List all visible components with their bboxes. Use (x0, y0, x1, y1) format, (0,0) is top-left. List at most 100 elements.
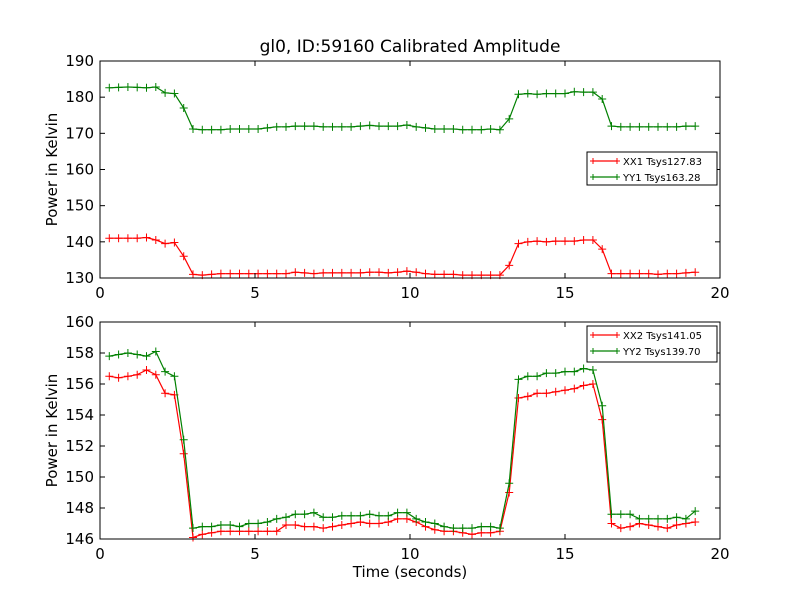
data-point (412, 268, 421, 277)
data-point (561, 386, 569, 395)
data-point (291, 122, 300, 131)
data-point (207, 125, 216, 134)
data-point (579, 236, 588, 245)
legend-marker (590, 348, 620, 354)
data-point (161, 367, 170, 376)
data-point (189, 270, 197, 279)
data-point (579, 88, 588, 97)
data-point (328, 122, 337, 131)
data-point (384, 268, 393, 277)
data-point (588, 88, 597, 97)
data-point (533, 90, 542, 99)
data-point (328, 522, 337, 531)
data-point (142, 83, 151, 92)
data-point (105, 234, 114, 243)
data-point (598, 94, 607, 103)
data-point (365, 268, 374, 277)
data-point (347, 122, 356, 131)
data-point (681, 122, 690, 131)
data-point (551, 369, 560, 378)
data-point (226, 124, 235, 133)
y-tick-label: 160 (65, 161, 94, 179)
data-point (588, 380, 597, 388)
data-point (561, 237, 569, 246)
x-tick-label: 0 (95, 284, 105, 302)
data-point (626, 269, 635, 278)
data-point (579, 381, 588, 390)
data-point (309, 269, 318, 278)
data-point (291, 268, 300, 277)
data-point (681, 268, 690, 277)
data-point (384, 511, 393, 520)
data-point (393, 122, 402, 131)
y-axis-label: Power in Kelvin (43, 113, 61, 227)
data-point (430, 519, 439, 528)
data-point (133, 350, 142, 359)
legend-label: XX1 Tsys127.83 (623, 157, 702, 168)
data-point (691, 507, 700, 516)
data-point (198, 522, 207, 531)
data-point (272, 122, 281, 131)
y-tick-label: 190 (65, 52, 94, 70)
data-point (607, 269, 616, 278)
x-tick-label: 15 (555, 284, 574, 302)
data-point (309, 522, 318, 531)
legend-marker (590, 174, 620, 180)
data-point (133, 83, 142, 92)
data-point (272, 527, 281, 536)
data-point (123, 83, 132, 92)
data-point (598, 245, 607, 254)
data-point (263, 123, 272, 132)
data-point (244, 527, 253, 536)
legend-box (586, 151, 718, 186)
data-point (626, 122, 635, 131)
data-point (468, 524, 476, 533)
data-point (495, 125, 504, 134)
data-point (421, 517, 430, 526)
data-point (179, 449, 188, 458)
data-point (440, 522, 449, 531)
data-point (189, 533, 197, 542)
y-tick-label: 148 (65, 499, 94, 517)
data-point (319, 268, 328, 277)
data-point (644, 514, 653, 523)
data-point (356, 511, 365, 520)
data-point (151, 370, 160, 379)
data-point (402, 121, 411, 130)
data-point (179, 435, 188, 444)
data-point (244, 124, 253, 133)
data-point (282, 269, 290, 278)
data-point (161, 389, 170, 398)
data-point (300, 122, 309, 131)
data-point (319, 122, 328, 131)
data-point (468, 125, 476, 134)
data-point (505, 488, 514, 497)
data-point (291, 521, 300, 530)
legend-label: YY1 Tsys163.28 (622, 173, 701, 184)
data-point (309, 508, 318, 517)
data-point (616, 524, 625, 533)
data-point (477, 125, 486, 134)
y-axis-label: Power in Kelvin (43, 374, 61, 488)
legend: XX1 Tsys127.83 YY1 Tsys163.28 (586, 151, 718, 186)
data-point (626, 522, 635, 531)
data-point (616, 122, 625, 131)
data-point (216, 125, 225, 134)
data-point (309, 122, 318, 131)
data-point (449, 270, 458, 279)
data-point (514, 393, 523, 402)
data-point (440, 124, 449, 133)
data-point (440, 270, 449, 279)
data-point (681, 514, 690, 523)
data-point (263, 527, 272, 536)
y-tick-label: 146 (65, 530, 94, 548)
data-point (356, 268, 365, 277)
data-point (607, 122, 616, 131)
data-point (458, 524, 467, 533)
data-point (337, 521, 346, 530)
data-point (123, 234, 132, 243)
y-tick-label: 156 (65, 375, 94, 393)
data-point (570, 237, 579, 246)
y-tick-label: 154 (65, 406, 94, 424)
